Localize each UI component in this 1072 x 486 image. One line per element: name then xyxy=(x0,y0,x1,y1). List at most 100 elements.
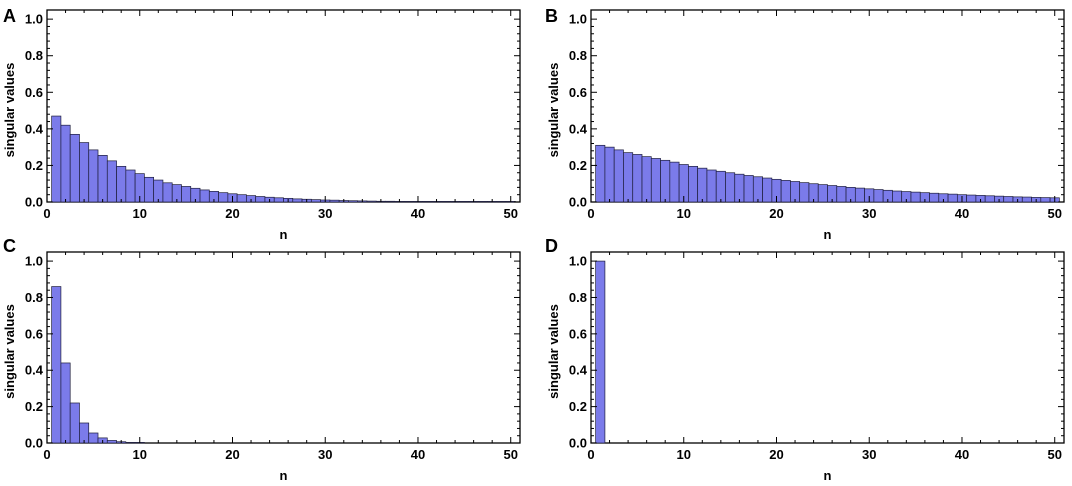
bar-a-21 xyxy=(236,194,247,203)
bar-b-1 xyxy=(595,144,606,203)
bar-b-3 xyxy=(613,149,624,203)
x-tick-label-a: 50 xyxy=(503,206,517,221)
bar-b-14 xyxy=(715,170,726,203)
x-tick-label-a: 20 xyxy=(225,206,239,221)
x-tick-label-d: 10 xyxy=(677,447,691,462)
x-tick-label-b: 0 xyxy=(587,206,594,221)
bar-b-31 xyxy=(873,189,884,203)
bar-c-3 xyxy=(69,402,80,444)
bar-a-45 xyxy=(459,201,470,203)
bar-b-7 xyxy=(650,158,661,203)
x-tick-label-c: 50 xyxy=(503,447,517,462)
bar-a-12 xyxy=(153,179,164,203)
bar-a-9 xyxy=(125,169,136,203)
y-tick-label-c: 0.8 xyxy=(25,290,43,305)
bar-b-33 xyxy=(892,190,903,203)
bar-c-1 xyxy=(51,286,62,444)
bar-a-7 xyxy=(106,160,117,203)
bar-a-15 xyxy=(181,186,192,203)
x-tick-label-b: 20 xyxy=(769,206,783,221)
x-tick-label-b: 30 xyxy=(862,206,876,221)
x-tick-label-b: 10 xyxy=(677,206,691,221)
y-tick-label-d: 1.0 xyxy=(569,254,587,269)
x-tick-label-b: 50 xyxy=(1047,206,1061,221)
bar-b-15 xyxy=(725,172,736,203)
y-tick-label-c: 0.6 xyxy=(25,326,43,341)
bar-a-23 xyxy=(255,196,266,203)
y-tick-label-d: 0.6 xyxy=(569,326,587,341)
bar-d-1 xyxy=(595,260,606,444)
bar-b-41 xyxy=(966,194,977,203)
bar-c-7 xyxy=(106,440,117,444)
bar-b-2 xyxy=(604,146,615,203)
bar-b-13 xyxy=(706,169,717,203)
bar-b-37 xyxy=(929,192,940,203)
x-axis-label-a: n xyxy=(280,227,288,242)
bar-a-41 xyxy=(422,201,433,203)
bar-a-31 xyxy=(329,199,340,203)
bar-a-2 xyxy=(60,124,71,203)
y-tick-label-d: 0.4 xyxy=(569,363,588,378)
x-axis-label-b: n xyxy=(824,227,832,242)
bar-a-49 xyxy=(496,201,507,203)
bar-a-47 xyxy=(477,201,488,203)
x-tick-label-d: 50 xyxy=(1047,447,1061,462)
y-tick-label-b: 1.0 xyxy=(569,12,587,27)
panel-letter-d: D xyxy=(545,236,558,256)
x-tick-label-a: 40 xyxy=(411,206,425,221)
x-tick-label-a: 10 xyxy=(133,206,147,221)
x-tick-label-d: 30 xyxy=(862,447,876,462)
y-axis-label-a: singular values xyxy=(2,63,17,158)
x-tick-label-c: 40 xyxy=(411,447,425,462)
y-axis-label-b: singular values xyxy=(546,63,561,158)
plot-frame-c xyxy=(46,251,521,444)
bar-b-47 xyxy=(1021,196,1032,203)
y-tick-label-b: 0.4 xyxy=(569,121,588,136)
y-tick-label-c: 0.0 xyxy=(25,436,43,451)
y-tick-label-b: 0.8 xyxy=(569,48,587,63)
bar-a-43 xyxy=(440,201,451,203)
x-tick-label-c: 30 xyxy=(318,447,332,462)
bar-a-5 xyxy=(88,149,99,203)
bar-b-43 xyxy=(984,195,995,203)
y-tick-label-d: 0.8 xyxy=(569,290,587,305)
x-tick-label-a: 0 xyxy=(43,206,50,221)
bar-b-4 xyxy=(623,152,634,203)
bar-c-5 xyxy=(88,432,99,444)
y-tick-label-c: 0.2 xyxy=(25,399,43,414)
bar-b-16 xyxy=(734,173,745,203)
bar-b-22 xyxy=(790,181,801,203)
panel-d: 0 10 20 30 40 50 0.0 0.2 0.4 0.6 0.8 1.0 n singular v… xyxy=(545,236,1065,483)
bar-b-23 xyxy=(799,182,810,203)
bar-a-3 xyxy=(69,133,80,203)
bar-a-13 xyxy=(162,182,173,203)
bar-b-49 xyxy=(1040,197,1051,203)
y-axis-label-d: singular values xyxy=(546,304,561,399)
y-tick-label-b: 0.6 xyxy=(569,85,587,100)
bar-a-35 xyxy=(366,200,377,203)
bar-a-37 xyxy=(385,200,396,203)
bar-b-11 xyxy=(688,165,699,203)
bar-b-6 xyxy=(641,156,652,203)
bar-c-9 xyxy=(125,442,136,444)
y-axis-label-c: singular values xyxy=(2,304,17,399)
y-tick-label-c: 1.0 xyxy=(25,254,43,269)
bar-a-39 xyxy=(403,201,414,203)
bar-b-17 xyxy=(743,175,754,203)
bar-a-27 xyxy=(292,198,303,203)
bar-a-17 xyxy=(199,189,210,203)
bar-b-21 xyxy=(780,180,791,203)
bar-a-6 xyxy=(97,155,108,203)
y-tick-label-a: 0.8 xyxy=(25,48,43,63)
x-tick-label-c: 10 xyxy=(133,447,147,462)
bar-a-4 xyxy=(79,142,90,203)
bar-b-12 xyxy=(697,167,708,203)
x-tick-label-a: 30 xyxy=(318,206,332,221)
x-axis-label-d: n xyxy=(824,468,832,483)
panel-b: 0 10 20 30 40 50 0.0 0.2 0.4 0.6 0.8 1.0 n singular v… xyxy=(545,6,1065,242)
bar-b-5 xyxy=(632,154,643,203)
panel-letter-c: C xyxy=(3,236,16,256)
bar-c-2 xyxy=(60,362,71,444)
panel-letter-b: B xyxy=(545,6,558,26)
